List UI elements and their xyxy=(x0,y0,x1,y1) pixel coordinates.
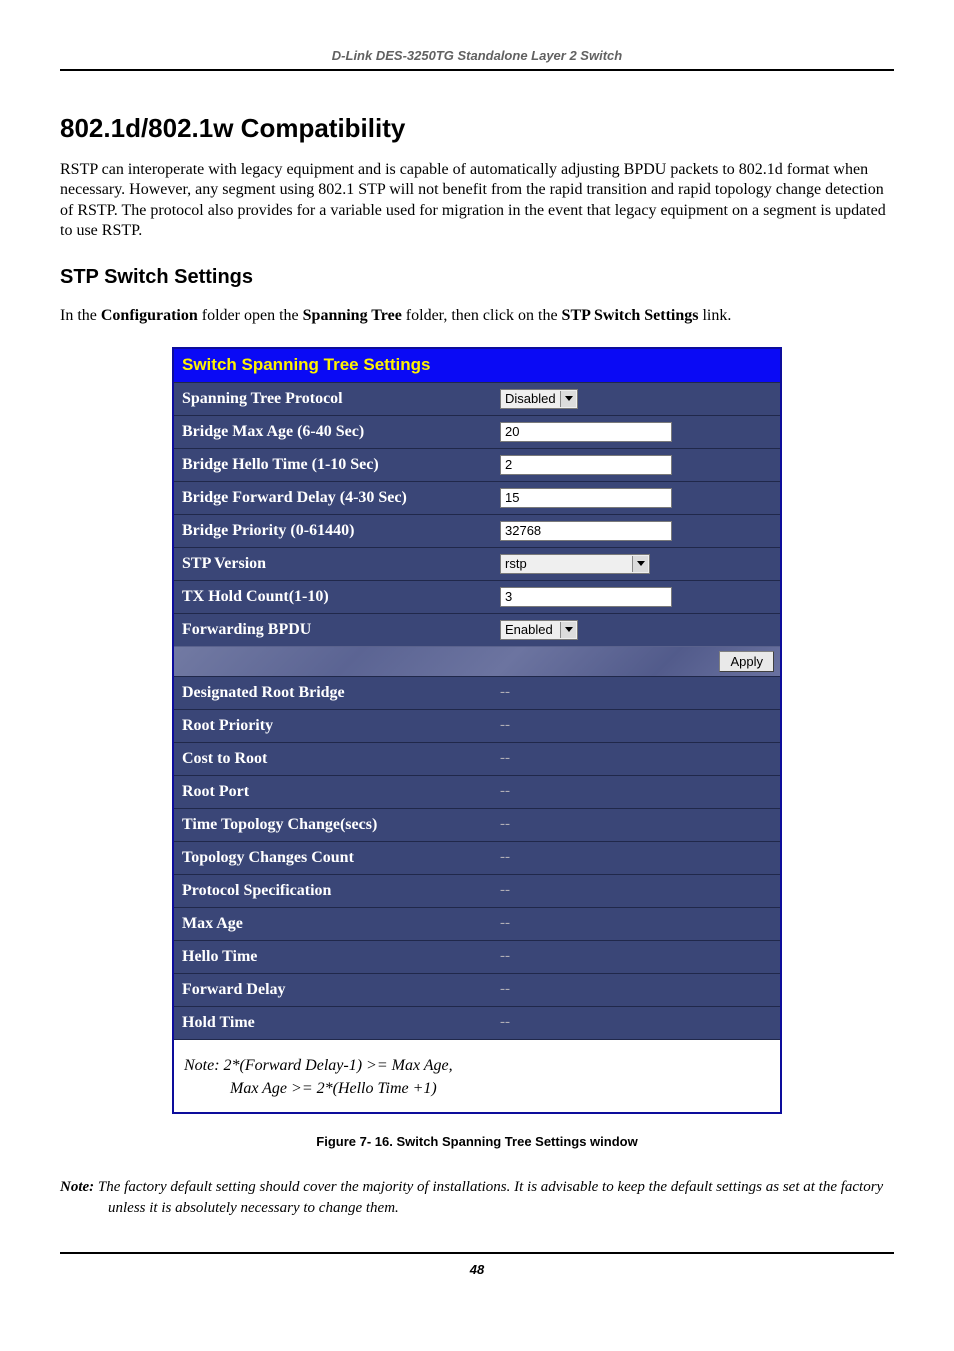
status-row: Forward Delay-- xyxy=(174,973,780,1006)
status-row: Time Topology Change(secs)-- xyxy=(174,808,780,841)
status-value: -- xyxy=(494,676,780,709)
status-label: Root Priority xyxy=(174,709,494,742)
page: D-Link DES-3250TG Standalone Layer 2 Swi… xyxy=(0,0,954,1317)
status-row: Designated Root Bridge-- xyxy=(174,676,780,709)
setting-row: TX Hold Count(1-10) xyxy=(174,580,780,613)
setting-row: Bridge Forward Delay (4-30 Sec) xyxy=(174,481,780,514)
text-input[interactable] xyxy=(500,422,672,442)
status-value: -- xyxy=(494,775,780,808)
setting-value-cell xyxy=(494,448,780,481)
status-label: Designated Root Bridge xyxy=(174,676,494,709)
status-row: Protocol Specification-- xyxy=(174,874,780,907)
setting-row: Forwarding BPDU Enabled xyxy=(174,613,780,646)
status-value: -- xyxy=(494,907,780,940)
dropdown[interactable]: rstp xyxy=(500,554,650,574)
panel-container: Switch Spanning Tree Settings Spanning T… xyxy=(60,347,894,1114)
setting-row: Bridge Hello Time (1-10 Sec) xyxy=(174,448,780,481)
status-value: -- xyxy=(494,742,780,775)
settings-panel: Switch Spanning Tree Settings Spanning T… xyxy=(172,347,782,1114)
setting-row: Bridge Priority (0-61440) xyxy=(174,514,780,547)
setting-row: Bridge Max Age (6-40 Sec) xyxy=(174,415,780,448)
status-value: -- xyxy=(494,841,780,874)
status-row: Hello Time-- xyxy=(174,940,780,973)
subsection-title: STP Switch Settings xyxy=(60,266,894,289)
page-footer: 48 xyxy=(60,1252,894,1277)
status-label: Max Age xyxy=(174,907,494,940)
dropdown-value: Enabled xyxy=(505,622,553,638)
dropdown-value: rstp xyxy=(505,556,527,572)
status-value: -- xyxy=(494,874,780,907)
status-value: -- xyxy=(494,940,780,973)
status-label: Time Topology Change(secs) xyxy=(174,808,494,841)
setting-value-cell xyxy=(494,580,780,613)
text-bold: Configuration xyxy=(101,307,198,324)
text-input[interactable] xyxy=(500,488,672,508)
status-label: Hello Time xyxy=(174,940,494,973)
chevron-down-icon xyxy=(560,391,576,407)
setting-label: Bridge Max Age (6-40 Sec) xyxy=(174,415,494,448)
status-label: Forward Delay xyxy=(174,973,494,1006)
text: link. xyxy=(698,307,731,324)
status-label: Root Port xyxy=(174,775,494,808)
setting-value-cell: rstp xyxy=(494,547,780,580)
status-value: -- xyxy=(494,973,780,1006)
panel-note: Note: 2*(Forward Delay-1) >= Max Age, Ma… xyxy=(174,1039,780,1112)
note-line: Max Age >= 2*(Hello Time +1) xyxy=(184,1077,770,1100)
setting-label: TX Hold Count(1-10) xyxy=(174,580,494,613)
status-row: Topology Changes Count-- xyxy=(174,841,780,874)
text: In the xyxy=(60,307,101,324)
note-line: Note: 2*(Forward Delay-1) >= Max Age, xyxy=(184,1054,770,1077)
text-bold: STP Switch Settings xyxy=(562,307,699,324)
status-row: Root Port-- xyxy=(174,775,780,808)
apply-row: Apply xyxy=(174,646,780,676)
footnote-label: Note: xyxy=(60,1179,94,1195)
chevron-down-icon xyxy=(560,622,576,638)
text-input[interactable] xyxy=(500,521,672,541)
footnote-text: The factory default setting should cover… xyxy=(94,1179,883,1215)
status-row: Hold Time-- xyxy=(174,1006,780,1039)
status-label: Topology Changes Count xyxy=(174,841,494,874)
text-bold: Spanning Tree xyxy=(303,307,402,324)
setting-label: Forwarding BPDU xyxy=(174,613,494,646)
status-row: Max Age-- xyxy=(174,907,780,940)
text: folder open the xyxy=(198,307,303,324)
status-row: Root Priority-- xyxy=(174,709,780,742)
footnote: Note: The factory default setting should… xyxy=(60,1177,894,1218)
text-input[interactable] xyxy=(500,455,672,475)
setting-value-cell xyxy=(494,514,780,547)
setting-value-cell xyxy=(494,481,780,514)
status-value: -- xyxy=(494,808,780,841)
setting-row: STP Version rstp xyxy=(174,547,780,580)
section-title: 802.1d/802.1w Compatibility xyxy=(60,113,894,144)
static-rows: Designated Root Bridge--Root Priority--C… xyxy=(174,676,780,1039)
dropdown-value: Disabled xyxy=(505,391,556,407)
panel-title: Switch Spanning Tree Settings xyxy=(174,349,780,382)
status-value: -- xyxy=(494,709,780,742)
status-row: Cost to Root-- xyxy=(174,742,780,775)
setting-label: Bridge Forward Delay (4-30 Sec) xyxy=(174,481,494,514)
apply-button[interactable]: Apply xyxy=(719,651,774,672)
instruction-text: In the Configuration folder open the Spa… xyxy=(60,307,894,325)
status-label: Protocol Specification xyxy=(174,874,494,907)
status-label: Hold Time xyxy=(174,1006,494,1039)
text: folder, then click on the xyxy=(402,307,562,324)
dropdown[interactable]: Enabled xyxy=(500,620,578,640)
setting-label: Bridge Hello Time (1-10 Sec) xyxy=(174,448,494,481)
status-value: -- xyxy=(494,1006,780,1039)
setting-label: STP Version xyxy=(174,547,494,580)
editable-rows: Spanning Tree Protocol Disabled Bridge Max… xyxy=(174,382,780,646)
page-header: D-Link DES-3250TG Standalone Layer 2 Swi… xyxy=(60,48,894,71)
text-input[interactable] xyxy=(500,587,672,607)
section-body: RSTP can interoperate with legacy equipm… xyxy=(60,160,894,242)
setting-value-cell: Disabled xyxy=(494,382,780,415)
setting-row: Spanning Tree Protocol Disabled xyxy=(174,382,780,415)
figure-caption: Figure 7- 16. Switch Spanning Tree Setti… xyxy=(60,1134,894,1149)
setting-value-cell xyxy=(494,415,780,448)
dropdown[interactable]: Disabled xyxy=(500,389,578,409)
setting-label: Spanning Tree Protocol xyxy=(174,382,494,415)
setting-label: Bridge Priority (0-61440) xyxy=(174,514,494,547)
chevron-down-icon xyxy=(632,556,648,572)
status-label: Cost to Root xyxy=(174,742,494,775)
setting-value-cell: Enabled xyxy=(494,613,780,646)
